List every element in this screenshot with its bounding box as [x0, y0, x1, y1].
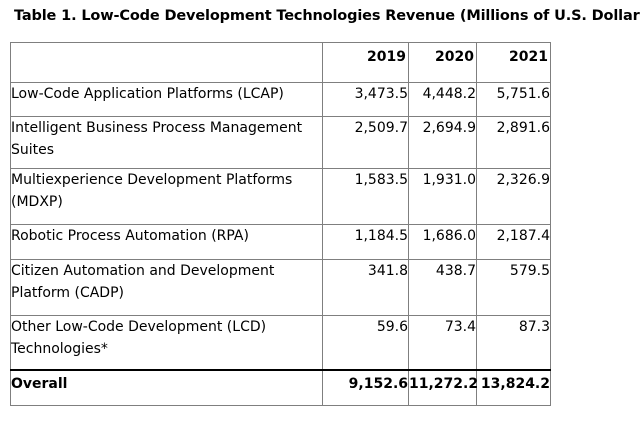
row-label: Intelligent Business Process Management … — [10, 116, 323, 169]
cell-2019: 341.8 — [322, 259, 409, 316]
row-label: Multiexperience Development Platforms (M… — [10, 168, 323, 225]
cell-2020: 1,931.0 — [408, 168, 477, 225]
cell-2020: 2,694.9 — [408, 116, 477, 169]
total-2019: 9,152.6 — [322, 369, 409, 406]
revenue-table: 2019 2020 2021 Low-Code Application Plat… — [10, 42, 551, 406]
table-row: Intelligent Business Process Management … — [10, 116, 551, 169]
table-row: Other Low-Code Development (LCD) Technol… — [10, 315, 551, 371]
cell-2020: 4,448.2 — [408, 82, 477, 117]
cell-2019: 3,473.5 — [322, 82, 409, 117]
cell-2020: 438.7 — [408, 259, 477, 316]
table-title: Table 1. Low-Code Development Technologi… — [14, 8, 640, 24]
cell-2019: 1,184.5 — [322, 224, 409, 260]
cell-2021: 5,751.6 — [476, 82, 551, 117]
cell-2021: 579.5 — [476, 259, 551, 316]
table-row: Multiexperience Development Platforms (M… — [10, 168, 551, 225]
header-cell-2020: 2020 — [408, 42, 477, 83]
header-cell-2021: 2021 — [476, 42, 551, 83]
cell-2021: 2,891.6 — [476, 116, 551, 169]
header-cell-2019: 2019 — [322, 42, 409, 83]
cell-2019: 59.6 — [322, 315, 409, 371]
header-cell-blank — [10, 42, 323, 83]
row-label: Low-Code Application Platforms (LCAP) — [10, 82, 323, 117]
row-label: Citizen Automation and Development Platf… — [10, 259, 323, 316]
row-label: Robotic Process Automation (RPA) — [10, 224, 323, 260]
cell-2020: 73.4 — [408, 315, 477, 371]
cell-2021: 87.3 — [476, 315, 551, 371]
cell-2019: 1,583.5 — [322, 168, 409, 225]
cell-2021: 2,187.4 — [476, 224, 551, 260]
table-row: Low-Code Application Platforms (LCAP) 3,… — [10, 82, 551, 117]
cell-2020: 1,686.0 — [408, 224, 477, 260]
total-2020: 11,272.2 — [408, 369, 478, 406]
row-label: Other Low-Code Development (LCD) Technol… — [10, 315, 323, 371]
header-row: 2019 2020 2021 — [10, 42, 551, 83]
total-label: Overall — [10, 369, 323, 406]
table-row: Citizen Automation and Development Platf… — [10, 259, 551, 316]
cell-2019: 2,509.7 — [322, 116, 409, 169]
total-2021: 13,824.2 — [476, 369, 551, 406]
total-row: Overall 9,152.6 11,272.2 13,824.2 — [10, 369, 551, 406]
cell-2021: 2,326.9 — [476, 168, 551, 225]
table-row: Robotic Process Automation (RPA) 1,184.5… — [10, 224, 551, 260]
